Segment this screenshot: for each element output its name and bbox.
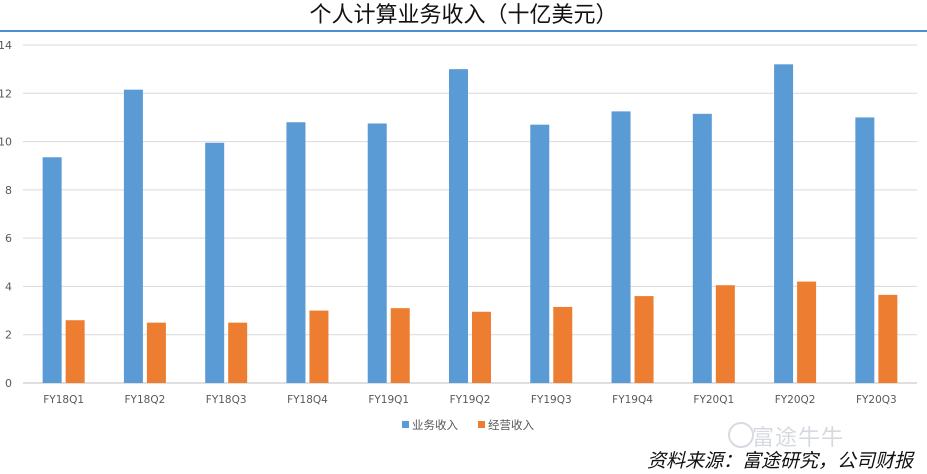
bar-business-revenue	[449, 69, 468, 384]
bar-business-revenue	[286, 122, 306, 383]
x-tick-label: FY19Q4	[612, 394, 653, 406]
bar-business-revenue	[42, 157, 62, 383]
bar-business-revenue	[855, 117, 875, 383]
bar-operating-income	[65, 320, 85, 383]
bar-business-revenue	[692, 113, 712, 384]
y-tick-label: 14	[0, 39, 12, 52]
x-tick-label: FY18Q4	[287, 394, 328, 406]
y-tick-label: 10	[0, 136, 12, 149]
y-tick-label: 8	[5, 184, 12, 197]
bar-operating-income	[146, 322, 166, 383]
title-rule	[0, 30, 927, 32]
bar-operating-income	[715, 285, 735, 383]
y-tick-label: 6	[5, 232, 12, 245]
source-note: 资料来源：富途研究，公司财报	[646, 450, 913, 472]
bar-operating-income	[797, 281, 817, 383]
watermark-logo-icon	[728, 422, 754, 448]
x-tick-label: FY18Q3	[206, 394, 247, 406]
x-tick-label: FY20Q1	[693, 394, 734, 406]
bar-operating-income	[390, 308, 410, 383]
bar-business-revenue	[611, 111, 631, 384]
legend-label: 经营收入	[488, 418, 534, 432]
bar-business-revenue	[205, 142, 225, 383]
x-tick-label: FY19Q3	[531, 394, 572, 406]
x-tick-label: FY18Q2	[125, 394, 166, 406]
bar-operating-income	[878, 294, 898, 383]
bar-operating-income	[634, 296, 654, 383]
x-tick-label: FY19Q2	[450, 394, 491, 406]
legend: 业务收入 经营收入	[402, 418, 534, 432]
bar-business-revenue	[367, 123, 387, 383]
bar-business-revenue	[123, 89, 143, 384]
y-axis: 0 2 4 6 8 10 12 14	[0, 39, 12, 390]
x-tick-label: FY20Q3	[856, 394, 897, 406]
bar-operating-income	[553, 306, 573, 383]
gridlines	[23, 44, 917, 384]
legend-swatch	[478, 421, 485, 428]
legend-swatch	[402, 421, 409, 428]
x-tick-label: FY19Q1	[368, 394, 409, 406]
watermark: 富途牛牛	[752, 426, 845, 451]
bar-business-revenue	[530, 124, 550, 384]
y-tick-label: 4	[5, 280, 12, 293]
bar-operating-income	[309, 310, 329, 383]
bar-operating-income	[472, 311, 491, 383]
bar-business-revenue	[774, 64, 794, 384]
bar-operating-income	[228, 322, 248, 383]
y-tick-label: 2	[5, 329, 12, 342]
bars	[42, 64, 898, 384]
x-tick-label: FY20Q2	[775, 394, 816, 406]
chart-title: 个人计算业务收入（十亿美元）	[309, 3, 618, 28]
legend-label: 业务收入	[412, 418, 458, 432]
x-axis: FY18Q1 FY18Q2 FY18Q3 FY18Q4 FY19Q1 FY19Q2 FY19…	[43, 394, 896, 406]
y-tick-label: 12	[0, 87, 12, 100]
x-tick-label: FY18Q1	[43, 394, 84, 406]
y-tick-label: 0	[5, 377, 12, 390]
